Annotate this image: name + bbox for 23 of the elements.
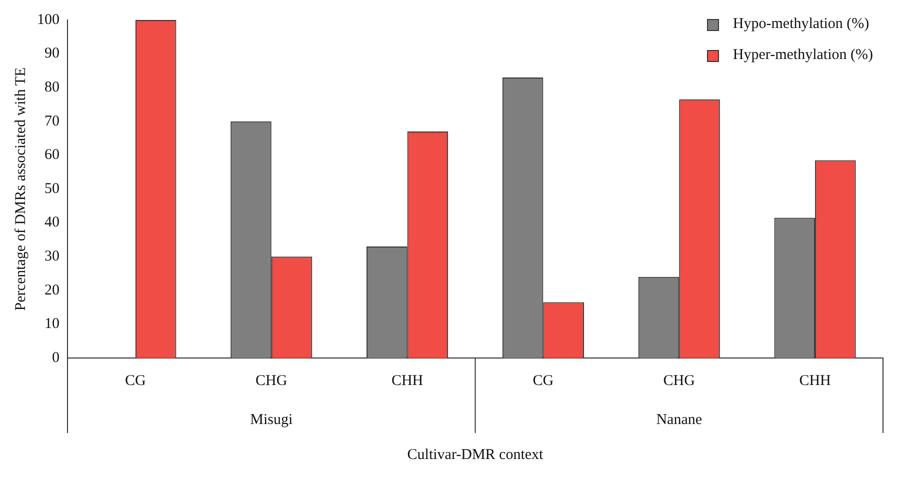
x-axis-title: Cultivar-DMR context [407, 446, 544, 463]
x-tick-label: CHG [256, 372, 288, 389]
y-tick-label: 0 [52, 350, 60, 366]
legend-label: Hypo-methylation (%) [732, 16, 870, 33]
x-tick-label: CG [125, 372, 146, 389]
y-tick-label: 20 [44, 282, 60, 298]
text: Misugi [250, 412, 293, 428]
y-tick-label: 40 [44, 214, 60, 231]
y-axis-title: Percentage of DMRs associated with TE [12, 67, 29, 311]
text: Nanane [656, 412, 702, 428]
y-tick-label: 30 [44, 248, 60, 265]
y-tick-label: 70 [44, 113, 60, 130]
y-tick-label: 60 [44, 147, 60, 164]
y-tick-label: 10 [44, 316, 60, 332]
x-tick-label: CHG [663, 372, 696, 389]
y-tick-label: 80 [44, 80, 60, 96]
y-tick-label: 100 [37, 12, 60, 28]
x-tick-label: CHH [799, 372, 832, 389]
x-tick-label: CHH [391, 372, 424, 389]
y-tick-label: 90 [44, 46, 60, 62]
x-tick-label: CG [532, 372, 554, 389]
y-tick-label: 50 [44, 180, 60, 197]
legend-label: Hyper-methylation (%) [732, 47, 873, 64]
